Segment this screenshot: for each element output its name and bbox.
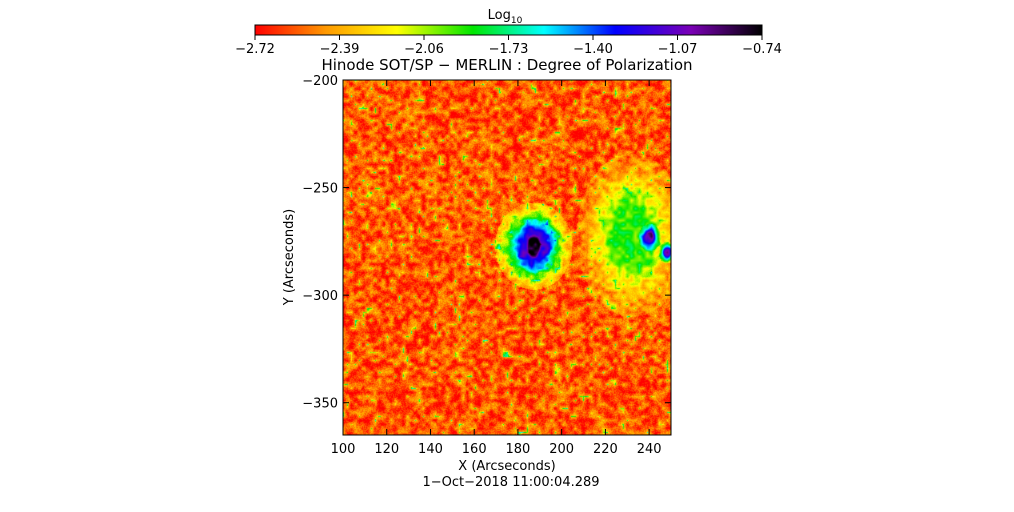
- colorbar: [254, 24, 763, 36]
- x-tick-label: 100: [331, 442, 356, 457]
- heatmap-image: [343, 80, 671, 435]
- colorbar-tick-label: −0.74: [742, 42, 782, 57]
- colorbar-tick-label: −1.73: [489, 42, 529, 57]
- axis-ticks: 100 120 140 160 180 200 220 240 −200 −250 −300 −350: [302, 74, 671, 457]
- timestamp: 1−Oct−2018 11:00:04.289: [422, 475, 599, 490]
- colorbar-ticks: −2.72 −2.39 −2.06 −1.73 −1.40 −1.07 −0.74: [235, 35, 782, 57]
- x-axis-label: X (Arcseconds): [458, 459, 555, 474]
- x-tick-label: 160: [462, 442, 487, 457]
- x-tick-label: 180: [506, 442, 531, 457]
- y-tick-label: −350: [302, 397, 338, 412]
- y-axis-label: Y (Arcseconds): [282, 209, 297, 306]
- colorbar-tick-label: −2.06: [404, 42, 444, 57]
- y-tick-label: −300: [302, 289, 338, 304]
- colorbar-label: Log10: [488, 8, 523, 26]
- x-tick-label: 220: [593, 442, 618, 457]
- x-tick-label: 120: [374, 442, 399, 457]
- x-tick-label: 140: [418, 442, 443, 457]
- colorbar-tick-label: −2.39: [320, 42, 360, 57]
- plot-frame: [342, 79, 672, 436]
- colorbar-tick-label: −1.40: [573, 42, 613, 57]
- y-tick-label: −200: [302, 74, 338, 89]
- y-tick-label: −250: [302, 182, 338, 197]
- x-tick-label: 200: [549, 442, 574, 457]
- colorbar-tick-label: −1.07: [658, 42, 698, 57]
- chart-title: Hinode SOT/SP − MERLIN : Degree of Polar…: [321, 56, 692, 74]
- colorbar-tick-label: −2.72: [235, 42, 275, 57]
- x-tick-label: 240: [637, 442, 662, 457]
